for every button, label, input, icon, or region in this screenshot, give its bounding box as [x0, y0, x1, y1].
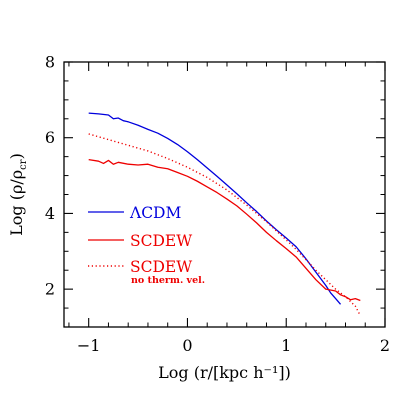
series-line-2: [88, 133, 361, 316]
x-tick-label: 0: [182, 336, 192, 355]
y-tick-label: 6: [45, 128, 55, 147]
y-tick-label: 2: [45, 280, 55, 299]
x-tick-label: 2: [380, 336, 390, 355]
series-layer: [88, 112, 361, 316]
series-line-1: [88, 159, 361, 302]
y-tick-label: 8: [45, 53, 55, 72]
y-axis-label-close: ): [7, 153, 26, 159]
y-axis-label-main: Log (ρ/ρ: [7, 170, 26, 236]
svg-text:Log (ρ/ρcr): Log (ρ/ρcr): [7, 153, 29, 236]
plot-frame: [63, 61, 386, 328]
y-axis-label-sub: cr: [18, 159, 29, 170]
y-tick-label: 4: [45, 204, 55, 223]
legend-note-2: no therm. vel.: [131, 275, 205, 286]
x-tick-label: 1: [281, 336, 291, 355]
legend-label-2: SCDEW: [130, 258, 192, 276]
y-axis-label: Log (ρ/ρcr): [7, 153, 29, 236]
tick-layer: −1 0 1 2 2 4 6 8: [45, 53, 390, 356]
x-axis-label: Log (r/[kpc h⁻¹]): [158, 363, 291, 382]
legend-label-0: ΛCDM: [129, 204, 181, 222]
x-tick-label: −1: [77, 336, 101, 355]
legend-label-1: SCDEW: [130, 232, 192, 250]
series-line-0: [88, 112, 342, 305]
